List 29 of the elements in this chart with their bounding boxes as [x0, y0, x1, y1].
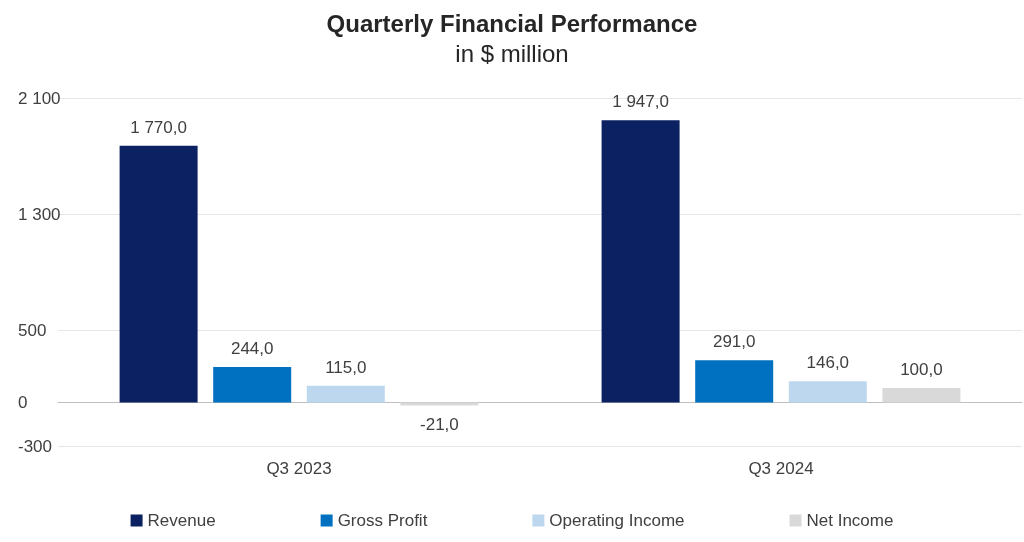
x-tick-label: Q3 2023	[266, 459, 332, 478]
data-label: 146,0	[806, 353, 850, 373]
bar	[306, 385, 385, 403]
data-label: 100,0	[900, 360, 943, 379]
legend-label: Revenue	[147, 511, 216, 530]
data-label: 1 770,0	[130, 117, 187, 137]
x-tick-label: Q3 2024	[748, 459, 814, 478]
y-tick-label: 0	[18, 393, 28, 412]
data-label: 291,0	[712, 332, 756, 352]
data-label: 1 947,0	[612, 92, 669, 112]
data-label: 115,0	[325, 357, 367, 377]
legend-label: Operating Income	[549, 511, 685, 530]
data-label: 244,0	[230, 339, 274, 359]
y-tick-label: 2 100	[18, 88, 61, 108]
legend-label: Net Income	[806, 511, 894, 530]
y-tick-label: 1 300	[18, 204, 61, 224]
bar	[119, 145, 198, 403]
bar	[213, 367, 292, 403]
chart-title: Quarterly Financial Performance	[326, 9, 698, 37]
bar	[400, 402, 479, 406]
bar	[695, 360, 774, 403]
bar	[601, 120, 680, 403]
bar	[882, 388, 961, 403]
y-tick-label: 500	[18, 320, 47, 340]
y-tick-label: -300	[18, 436, 53, 456]
legend-label: Gross Profit	[337, 511, 428, 530]
bar	[788, 381, 867, 403]
chart-subtitle: in $ million	[455, 39, 569, 67]
data-label: -21,0	[420, 414, 459, 434]
